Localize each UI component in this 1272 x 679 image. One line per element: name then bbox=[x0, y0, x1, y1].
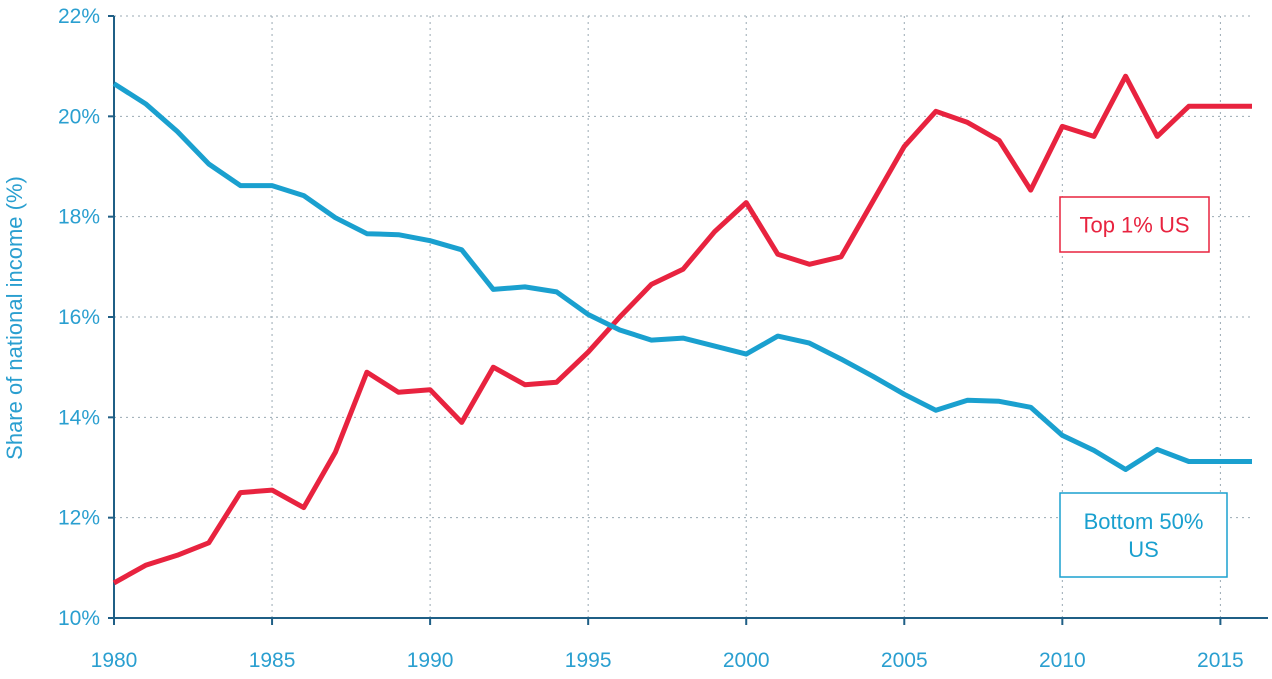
series-label-text: Bottom 50% bbox=[1084, 509, 1204, 534]
y-tick-label: 22% bbox=[58, 5, 100, 28]
x-tick-label: 1995 bbox=[565, 649, 612, 672]
series-label-box bbox=[1059, 196, 1210, 253]
series-label-box bbox=[1059, 492, 1228, 578]
series-line-bottom-50-us bbox=[112, 81, 1252, 472]
x-tick-label: 2010 bbox=[1039, 649, 1086, 672]
y-tick-label: 16% bbox=[58, 306, 100, 329]
x-tick-label: 2000 bbox=[723, 649, 770, 672]
x-tick-label: 1980 bbox=[91, 649, 138, 672]
y-tick-label: 18% bbox=[58, 206, 100, 229]
series-label-text: Top 1% US bbox=[1079, 213, 1189, 238]
axis-layer: 10% 12% 14% 16% 18% 20% 22% 1980 1985 1990 1995 200… bbox=[58, 5, 1268, 672]
y-tick-label: 14% bbox=[58, 406, 100, 429]
x-tick-label: 2005 bbox=[881, 649, 928, 672]
series-label-bottom-50-us: Bottom 50% US bbox=[1059, 492, 1228, 578]
series-label-top-1-us: Top 1% US bbox=[1059, 196, 1210, 253]
x-tick-label: 1990 bbox=[407, 649, 454, 672]
x-tick-label: 2015 bbox=[1197, 649, 1244, 672]
y-tick-label: 10% bbox=[58, 607, 100, 630]
series-line-top-1-us bbox=[112, 73, 1252, 586]
label-layer: Top 1% US Bottom 50% US bbox=[1059, 196, 1228, 578]
y-tick-label: 20% bbox=[58, 105, 100, 128]
series-layer bbox=[112, 73, 1252, 586]
y-tick-label: 12% bbox=[58, 507, 100, 530]
x-tick-label: 1985 bbox=[249, 649, 296, 672]
y-axis-title: Share of national income (%) bbox=[2, 176, 27, 460]
series-label-text: US bbox=[1128, 537, 1159, 562]
